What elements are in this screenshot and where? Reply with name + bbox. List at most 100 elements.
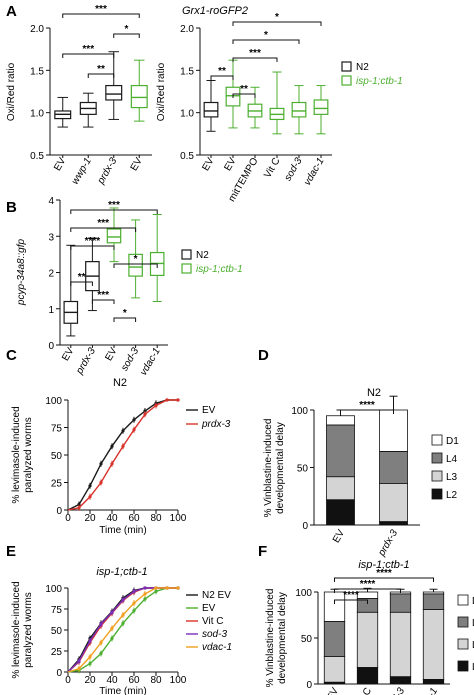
significance-bracket xyxy=(70,245,115,250)
x-tick-label: Vit C xyxy=(354,686,374,695)
box-iqr xyxy=(313,99,329,115)
series-0 xyxy=(67,398,180,511)
legend-text: L4 xyxy=(472,618,474,629)
significance-label: ** xyxy=(218,66,226,77)
data-point xyxy=(88,484,92,488)
x-tick-label: 80 xyxy=(150,675,162,686)
bar-segment-l2 xyxy=(326,499,355,526)
significance-bracket xyxy=(113,33,140,38)
box-2 xyxy=(105,51,123,120)
significance-bracket xyxy=(232,57,278,62)
series-line xyxy=(67,399,178,511)
x-tick-label: 20 xyxy=(84,675,96,686)
data-point xyxy=(88,495,92,499)
significance-label: *** xyxy=(97,290,109,301)
legend-text: EV xyxy=(202,603,216,614)
y-tick-label: 75 xyxy=(51,424,63,435)
box-iqr xyxy=(106,228,122,244)
x-tick-label: EV xyxy=(103,346,119,363)
data-point xyxy=(132,428,136,432)
panel-label-c: C xyxy=(6,347,17,364)
significance-bracket xyxy=(91,299,115,304)
box-3 xyxy=(130,59,148,122)
data-point xyxy=(99,462,103,466)
box-iqr xyxy=(291,101,307,118)
significance-label: **** xyxy=(343,590,359,601)
data-point xyxy=(77,506,81,510)
x-tick-label: 100 xyxy=(170,513,187,524)
y-tick-label: 2 xyxy=(48,269,54,280)
significance-label: ** xyxy=(240,84,248,95)
y-tick-label: 1.5 xyxy=(180,66,194,77)
x-tick-label: sod-3 xyxy=(119,346,141,374)
data-point xyxy=(165,398,169,402)
data-point xyxy=(99,651,103,656)
bar-segment-l4 xyxy=(326,424,355,478)
significance-bracket xyxy=(232,21,322,26)
legend-swatch xyxy=(457,638,469,650)
box-3 xyxy=(128,219,143,299)
data-point xyxy=(110,462,114,466)
box-iqr xyxy=(130,84,148,109)
chart-title: isp-1;ctb-1 xyxy=(358,559,409,571)
chart-title: N2 xyxy=(367,387,381,399)
significance-bracket xyxy=(340,409,394,414)
y-tick-label: 50 xyxy=(301,634,313,645)
y-tick-label: 0 xyxy=(48,341,54,352)
data-point xyxy=(88,639,92,643)
bar-segment-l4 xyxy=(389,593,412,613)
significance-label: * xyxy=(123,308,127,319)
significance-label: ** xyxy=(78,272,86,283)
legend-swatch xyxy=(431,488,443,500)
box-0 xyxy=(63,244,79,337)
data-point xyxy=(176,586,180,590)
significance-bracket xyxy=(70,209,158,214)
significance-bracket xyxy=(70,281,93,286)
x-tick-label: EV xyxy=(222,156,238,173)
box-5 xyxy=(313,85,329,135)
x-tick-label: EV xyxy=(331,528,347,545)
series-1 xyxy=(67,398,180,511)
legend-swatch xyxy=(431,452,443,464)
significance-bracket xyxy=(113,317,137,322)
legend-text: L3 xyxy=(446,472,458,483)
legend-swatch xyxy=(457,660,469,672)
data-point xyxy=(132,418,136,422)
data-point xyxy=(132,609,136,613)
significance-bracket xyxy=(334,577,434,582)
box-iqr xyxy=(105,84,123,101)
y-axis-label: % Vinblastine-induceddevelopmental delay xyxy=(263,419,286,518)
legend-text: EV xyxy=(202,405,216,416)
legend-n2-text: N2 xyxy=(196,250,209,261)
y-tick-label: 1.0 xyxy=(180,109,194,120)
y-axis-label: % levimasole-inducedparalyzed worms xyxy=(11,406,34,503)
bar-segment-l3 xyxy=(323,656,346,683)
y-tick-label: 100 xyxy=(291,406,308,417)
significance-label: * xyxy=(275,12,279,23)
y-tick-label: 25 xyxy=(51,479,63,490)
x-tick-label: sod-3 xyxy=(283,156,305,184)
bar-segment-l2 xyxy=(379,521,408,526)
x-tick-label: 40 xyxy=(106,513,118,524)
chart-c: 0 25 50 75 100 0 20 40 60 80 100 Time (min) N2 EV prdx… xyxy=(11,377,231,536)
box-0 xyxy=(54,96,72,128)
y-tick-label: 1.5 xyxy=(30,66,44,77)
x-tick-label: Vit C xyxy=(262,156,282,180)
box-2 xyxy=(247,86,263,129)
legend-text: L2 xyxy=(472,662,474,673)
y-tick-label: 100 xyxy=(45,396,62,407)
data-point xyxy=(99,641,103,645)
y-axis-label: Oxi/Red ratio xyxy=(6,62,17,121)
box-0 xyxy=(203,79,219,132)
x-tick-label: sod-3 xyxy=(385,686,407,695)
significance-label: * xyxy=(134,254,138,265)
bar-segment-l3 xyxy=(389,611,412,678)
bar-segment-d1 xyxy=(323,591,346,622)
chart-d: 0 50 100 EV prdx-3 N2**** D1 L4 L3 L2 % Vinblastin… xyxy=(263,387,459,559)
bar-segment-l3 xyxy=(379,483,408,522)
x-tick-label: EV xyxy=(200,156,216,173)
data-point xyxy=(143,409,147,413)
panel-label-e: E xyxy=(6,543,16,560)
significance-label: **** xyxy=(359,400,375,411)
legend-text: L2 xyxy=(446,490,458,501)
